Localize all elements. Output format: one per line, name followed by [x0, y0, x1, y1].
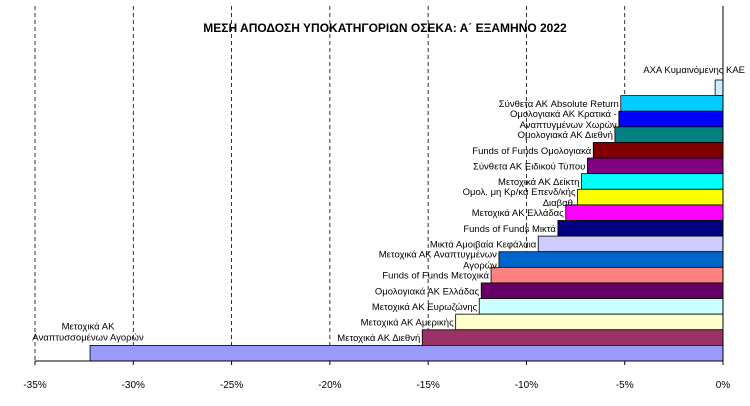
x-tick-label-0: -35% — [23, 380, 46, 391]
category-label-0: AXA Κυμαινόμενης ΚΑΕ — [643, 65, 745, 76]
bar-2 — [618, 110, 724, 128]
category-label-12: Funds of Funds Μετοχικά — [382, 271, 489, 282]
category-label-17: Μετοχικά ΑΚ Αναπτυσσομένων Αγορών — [32, 321, 144, 343]
category-label-10: Μικτά Αμοιβαία Κεφάλαια — [430, 239, 537, 250]
x-axis: -35% -30% -25% -20% -15% -10% -5% 0% — [23, 6, 730, 391]
x-tick-label-7: 0% — [716, 380, 731, 391]
bar-15 — [455, 313, 724, 331]
x-tick-label-2: -25% — [220, 380, 243, 391]
category-label-8: Μετοχικά ΑΚ Ελλάδας — [472, 208, 564, 219]
bar-0 — [714, 79, 724, 97]
category-label-13: Ομολογιακά ΑΚ Ελλάδας — [375, 286, 480, 297]
bar-3 — [614, 126, 724, 143]
bar-13 — [480, 282, 724, 299]
category-label-7: Ομολ. μη Κρ/κά Επενδ/κής Διαβαθ. — [463, 187, 576, 209]
category-label-14: Μετοχικά ΑΚ Ευρωζώνης — [372, 302, 478, 313]
x-tick-label-3: -20% — [318, 380, 341, 391]
bar-7 — [577, 188, 724, 206]
chart-title: ΜΕΣΗ ΑΠΟΔΟΣΗ ΥΠΟΚΑΤΗΓΟΡΙΩΝ ΟΣΕΚΑ: Α΄ ΕΞΑ… — [203, 21, 567, 35]
bar-14 — [478, 298, 724, 315]
bar-11 — [498, 251, 724, 268]
x-tick-label-5: -10% — [515, 380, 538, 391]
category-labels: AXA Κυμαινόμενης ΚΑΕ Σύνθετα ΑΚ Absolute … — [32, 65, 745, 344]
x-tick-label-1: -30% — [122, 380, 145, 391]
bar-8 — [565, 204, 724, 221]
category-label-16: Μετοχικά ΑΚ Διεθνή — [337, 333, 420, 344]
category-label-6: Μετοχικά ΑΚ Δείκτη — [498, 177, 579, 188]
bar-17 — [89, 344, 724, 362]
category-label-5: Σύνθετα ΑΚ Ειδικού Τύπου — [473, 161, 585, 172]
x-tick-label-4: -15% — [416, 380, 439, 391]
category-label-9: Funds of Funds Μικτά — [463, 224, 556, 235]
bar-9 — [557, 220, 724, 237]
category-label-2: Ομολογιακά ΑΚ Κρατικά -Αναπτυγμένων Χωρώ… — [510, 109, 617, 131]
bar-1 — [620, 95, 724, 112]
bar-4 — [592, 142, 724, 159]
bar-16 — [421, 329, 724, 346]
category-label-15: Μετοχικά ΑΚ Αμερικής — [361, 317, 455, 328]
x-tick-label-6: -5% — [616, 380, 634, 391]
bar-5 — [586, 157, 724, 175]
category-label-11: Μετοχικά ΑΚ Αναπτυγμένων Αγορών — [379, 250, 497, 272]
category-label-3: Ομολογιακά ΑΚ Διεθνή — [518, 130, 613, 141]
bar-10 — [537, 235, 724, 253]
category-label-1: Σύνθετα ΑΚ Absolute Return — [499, 99, 619, 110]
gridlines — [34, 6, 626, 361]
bar-12 — [490, 266, 724, 284]
category-label-4: Funds of Funds Ομολογιακά — [472, 146, 591, 157]
bar-6 — [581, 173, 724, 190]
